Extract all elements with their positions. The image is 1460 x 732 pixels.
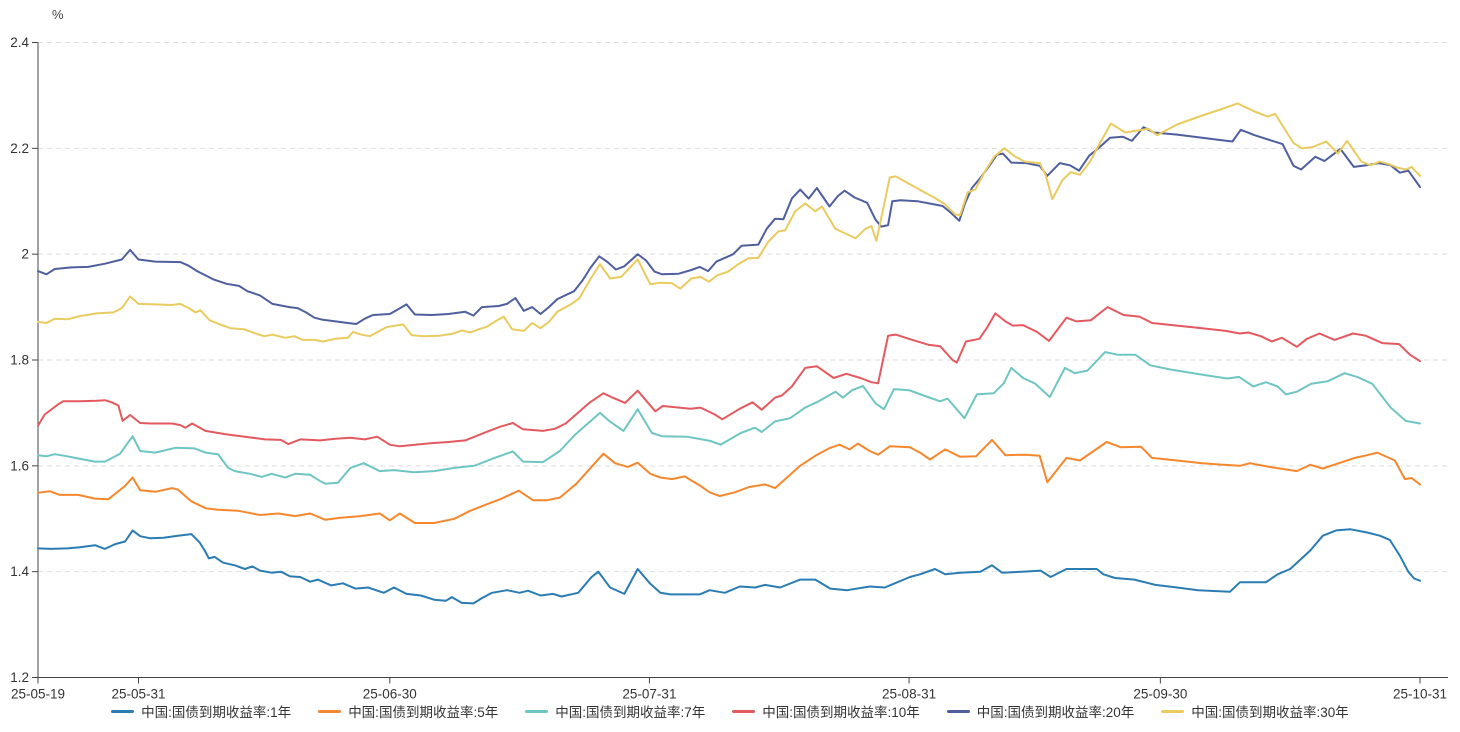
legend-item-2[interactable]: 中国:国债到期收益率:7年	[525, 701, 705, 721]
legend-label: 中国:国债到期收益率:20年	[976, 705, 1135, 720]
legend-line-swatch	[525, 709, 549, 713]
y-tick-label: 1.2	[10, 670, 29, 685]
legend-item-0[interactable]: 中国:国债到期收益率:1年	[111, 701, 291, 721]
legend-item-4[interactable]: 中国:国债到期收益率:20年	[946, 701, 1135, 721]
x-tick-label: 25-10-31	[1393, 687, 1447, 702]
series-line-1[interactable]	[37, 438, 1421, 524]
legend-item-5[interactable]: 中国:国债到期收益率:30年	[1161, 701, 1349, 721]
legend-line-swatch	[946, 709, 970, 713]
y-tick-label: 2	[21, 247, 29, 262]
y-tick-label: 2.4	[10, 35, 29, 50]
legend-label: 中国:国债到期收益率:7年	[555, 705, 706, 720]
y-tick-label: 1.4	[10, 564, 29, 579]
series-line-0[interactable]	[37, 528, 1421, 605]
x-tick-label: 25-06-30	[363, 687, 417, 702]
legend-item-3[interactable]: 中国:国债到期收益率:10年	[732, 701, 920, 721]
legend-line-swatch	[111, 709, 135, 713]
y-tick-label: 1.6	[10, 458, 29, 473]
legend-label: 中国:国债到期收益率:1年	[141, 705, 292, 720]
legend-line-swatch	[318, 709, 342, 713]
x-tick-label: 25-07-31	[622, 687, 676, 702]
legend-label: 中国:国债到期收益率:5年	[348, 705, 499, 720]
legend-label: 中国:国债到期收益率:10年	[762, 705, 920, 720]
series-line-3[interactable]	[37, 306, 1421, 448]
legend-label: 中国:国债到期收益率:30年	[1191, 705, 1349, 720]
legend-item-1[interactable]: 中国:国债到期收益率:5年	[318, 701, 498, 721]
x-tick-label: 25-08-31	[882, 687, 936, 702]
legend-line-swatch	[1161, 709, 1185, 713]
x-tick-label: 25-05-31	[111, 687, 165, 702]
y-tick-label: 2.2	[10, 141, 29, 156]
chart-legend: 中国:国债到期收益率:1年 中国:国债到期收益率:5年 中国:国债到期收益率:7年 中…	[0, 701, 1460, 721]
y-tick-label: 1.8	[10, 353, 29, 368]
series-line-4[interactable]	[37, 126, 1421, 325]
series-line-5[interactable]	[37, 102, 1421, 343]
legend-line-swatch	[732, 709, 756, 713]
x-tick-label: 25-05-19	[11, 687, 65, 702]
x-tick-label: 25-09-30	[1133, 687, 1187, 702]
y-axis-unit-label: %	[52, 7, 64, 22]
series-line-2[interactable]	[37, 351, 1421, 485]
